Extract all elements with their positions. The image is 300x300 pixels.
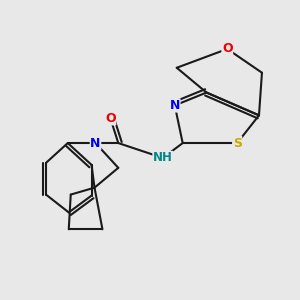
Text: N: N — [90, 136, 101, 150]
Text: S: S — [233, 136, 242, 150]
Text: O: O — [222, 42, 232, 56]
Text: O: O — [105, 112, 116, 125]
Text: N: N — [169, 99, 180, 112]
Text: NH: NH — [153, 152, 173, 164]
